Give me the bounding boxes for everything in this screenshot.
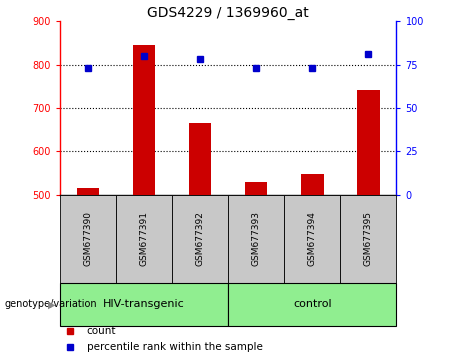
Bar xyxy=(357,90,379,195)
Bar xyxy=(228,195,284,283)
Bar xyxy=(284,195,340,283)
Text: count: count xyxy=(87,326,116,336)
Bar xyxy=(189,123,211,195)
Bar xyxy=(133,45,155,195)
Bar xyxy=(60,195,116,283)
Text: GSM677391: GSM677391 xyxy=(140,211,148,267)
Title: GDS4229 / 1369960_at: GDS4229 / 1369960_at xyxy=(148,6,309,20)
Text: ▶: ▶ xyxy=(48,299,55,309)
Text: genotype/variation: genotype/variation xyxy=(5,299,97,309)
Text: HIV-transgenic: HIV-transgenic xyxy=(103,299,185,309)
Text: GSM677393: GSM677393 xyxy=(252,211,261,267)
Text: percentile rank within the sample: percentile rank within the sample xyxy=(87,342,263,352)
Text: GSM677395: GSM677395 xyxy=(364,211,373,267)
Bar xyxy=(60,283,228,326)
Bar xyxy=(228,283,396,326)
Bar xyxy=(172,195,228,283)
Bar xyxy=(301,174,324,195)
Bar xyxy=(245,182,267,195)
Bar xyxy=(116,195,172,283)
Text: GSM677392: GSM677392 xyxy=(195,211,205,267)
Bar xyxy=(77,188,99,195)
Bar xyxy=(340,195,396,283)
Text: GSM677390: GSM677390 xyxy=(83,211,93,267)
Text: control: control xyxy=(293,299,331,309)
Text: GSM677394: GSM677394 xyxy=(308,211,317,267)
